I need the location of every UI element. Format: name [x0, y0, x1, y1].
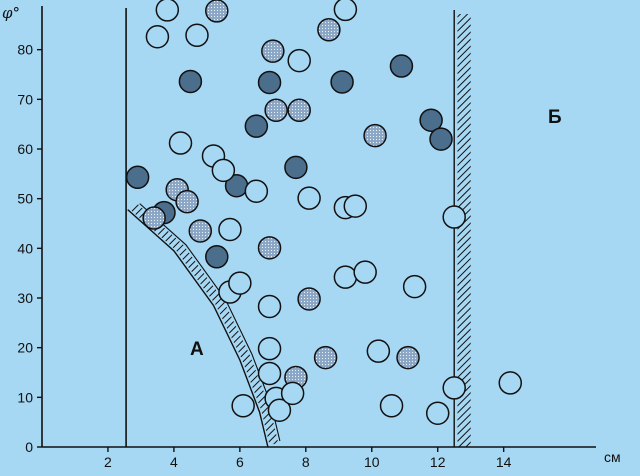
data-point-dark: [419, 108, 443, 132]
data-point-dotted: [142, 206, 166, 230]
curve-a-line: [127, 209, 269, 448]
data-point-open: [155, 0, 180, 22]
data-point-dotted: [264, 98, 288, 123]
points-layer: [125, 0, 523, 425]
curve-a-hatch: [130, 203, 279, 446]
data-point-open: [168, 131, 193, 155]
y-tick-label: 80: [17, 42, 33, 58]
data-point-dotted: [257, 236, 282, 260]
y-tick-label: 50: [17, 191, 33, 207]
data-point-dotted: [287, 98, 311, 123]
data-point-dotted: [188, 219, 213, 243]
region-label-b: Б: [548, 107, 562, 128]
data-point-dark: [284, 155, 308, 180]
ticks-layer: 2 4 6 8 10 12 14 0 10 20 30 40 50 60 70 80: [17, 42, 511, 470]
data-point-dark: [205, 245, 229, 269]
data-point-dotted: [175, 189, 199, 214]
data-point-open: [244, 179, 269, 203]
data-point-open: [353, 260, 377, 284]
data-point-open: [442, 376, 466, 400]
x-tick-label: 10: [364, 454, 380, 470]
region-label-a: А: [190, 339, 204, 360]
y-tick-label: 60: [17, 141, 33, 157]
data-point-open: [366, 339, 391, 363]
data-point-open: [145, 25, 170, 49]
y-tick-label: 0: [25, 439, 33, 455]
data-point-open: [257, 361, 282, 386]
data-point-dotted: [205, 0, 229, 23]
hatch-band-b: [457, 14, 471, 447]
data-point-open: [257, 294, 282, 319]
data-point-open: [425, 401, 450, 425]
data-point-open: [287, 48, 311, 73]
data-point-open: [402, 274, 427, 299]
data-point-open: [442, 205, 466, 229]
data-point-dark: [125, 165, 150, 190]
data-point-open: [333, 0, 358, 22]
y-tick-label: 40: [17, 240, 33, 256]
data-point-open: [333, 265, 358, 289]
data-point-open: [498, 371, 523, 395]
data-point-dotted: [317, 18, 341, 42]
x-tick-label: 2: [104, 454, 112, 470]
data-point-open: [211, 158, 236, 183]
x-tick-label: 8: [302, 454, 310, 470]
data-point-open: [297, 186, 321, 210]
data-point-dotted: [363, 123, 387, 148]
y-axis-label: φ°: [2, 4, 20, 22]
data-point-open: [185, 23, 209, 48]
x-axis-label: см: [604, 449, 621, 465]
data-point-open: [231, 394, 255, 418]
data-point-open: [257, 336, 282, 361]
x-tick-label: 14: [496, 454, 512, 470]
data-point-dotted: [396, 345, 420, 370]
data-point-open: [343, 194, 368, 218]
data-point-dark: [257, 70, 282, 95]
data-point-dark: [244, 114, 269, 138]
y-tick-label: 20: [17, 340, 33, 356]
y-tick-label: 30: [17, 290, 33, 306]
y-tick-label: 10: [17, 389, 33, 405]
data-point-dotted: [297, 287, 321, 311]
x-tick-label: 6: [236, 454, 244, 470]
data-point-dark: [429, 127, 453, 151]
data-point-dotted: [261, 39, 285, 63]
data-point-dark: [330, 70, 354, 94]
data-point-open: [267, 398, 292, 422]
data-point-open: [218, 217, 242, 242]
data-point-open: [280, 381, 305, 406]
data-point-dotted: [313, 345, 338, 370]
data-point-dark: [389, 54, 414, 78]
data-point-dark: [178, 69, 203, 94]
y-tick-label: 70: [17, 91, 33, 107]
data-point-open: [379, 394, 404, 418]
data-point-open: [228, 271, 252, 295]
x-tick-label: 12: [430, 454, 446, 470]
x-tick-label: 4: [170, 454, 178, 470]
